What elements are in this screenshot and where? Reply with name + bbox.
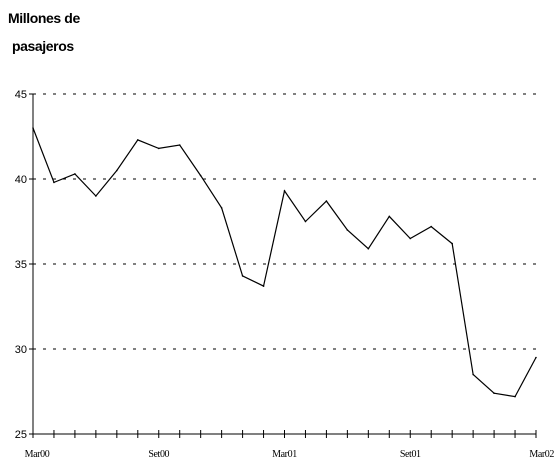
data-point-Jul01 bbox=[367, 247, 370, 250]
data-point-Mar01 bbox=[283, 190, 286, 192]
y-axis-title-line-2: pasajeros bbox=[12, 38, 74, 54]
data-point-May01 bbox=[325, 200, 328, 202]
data-point-May00 bbox=[74, 173, 76, 175]
data-point-Jul00 bbox=[116, 169, 118, 172]
data-point-Abr01 bbox=[304, 220, 307, 223]
y-tick-label-25: 25 bbox=[15, 429, 27, 441]
data-point-Dic00 bbox=[220, 207, 223, 209]
data-point-Ene02 bbox=[493, 392, 495, 395]
data-point-Ene01 bbox=[241, 275, 244, 277]
data-point-Nov00 bbox=[199, 174, 202, 177]
x-tick-label-Set00: Set00 bbox=[148, 449, 169, 460]
data-point-Jun00 bbox=[95, 195, 97, 197]
y-tick-label-35: 35 bbox=[15, 259, 27, 271]
data-point-Abr00 bbox=[53, 181, 55, 184]
data-point-Mar02 bbox=[535, 356, 537, 359]
y-axis-title: Millones de pasajeros bbox=[8, 10, 81, 54]
x-tick-label-Mar00: Mar00 bbox=[25, 449, 50, 460]
y-tick-labels: 25 30 35 40 45 bbox=[15, 89, 33, 441]
data-point-Set00 bbox=[157, 147, 160, 150]
data-point-Feb02 bbox=[514, 395, 516, 398]
x-ticks: Mar00 Set00 Mar01 Set01 Mar02 bbox=[25, 430, 555, 460]
x-tick-label-Set01: Set01 bbox=[400, 449, 421, 460]
y-tick-label-40: 40 bbox=[15, 174, 27, 186]
data-point-Feb01 bbox=[262, 285, 265, 287]
data-point-Dic01 bbox=[472, 373, 474, 376]
data-point-Oct01 bbox=[430, 225, 433, 228]
gridlines bbox=[33, 93, 536, 350]
data-point-Set01 bbox=[409, 237, 412, 240]
x-tick-label-Mar02: Mar02 bbox=[529, 449, 554, 460]
data-point-Ago01 bbox=[388, 215, 391, 218]
data-point-Jun01 bbox=[346, 229, 349, 231]
y-tick-label-30: 30 bbox=[15, 344, 27, 356]
data-point-Ago00 bbox=[136, 139, 139, 141]
data-point-Mar00 bbox=[32, 127, 34, 129]
data-point-Nov01 bbox=[451, 242, 453, 245]
y-tick-label-45: 45 bbox=[15, 89, 27, 101]
x-tick-label-Mar01: Mar01 bbox=[272, 449, 297, 460]
data-point-Oct00 bbox=[178, 144, 181, 146]
y-axis-title-line-1: Millones de bbox=[8, 10, 80, 26]
series-layer bbox=[32, 127, 537, 398]
series-line-0 bbox=[32, 127, 537, 398]
